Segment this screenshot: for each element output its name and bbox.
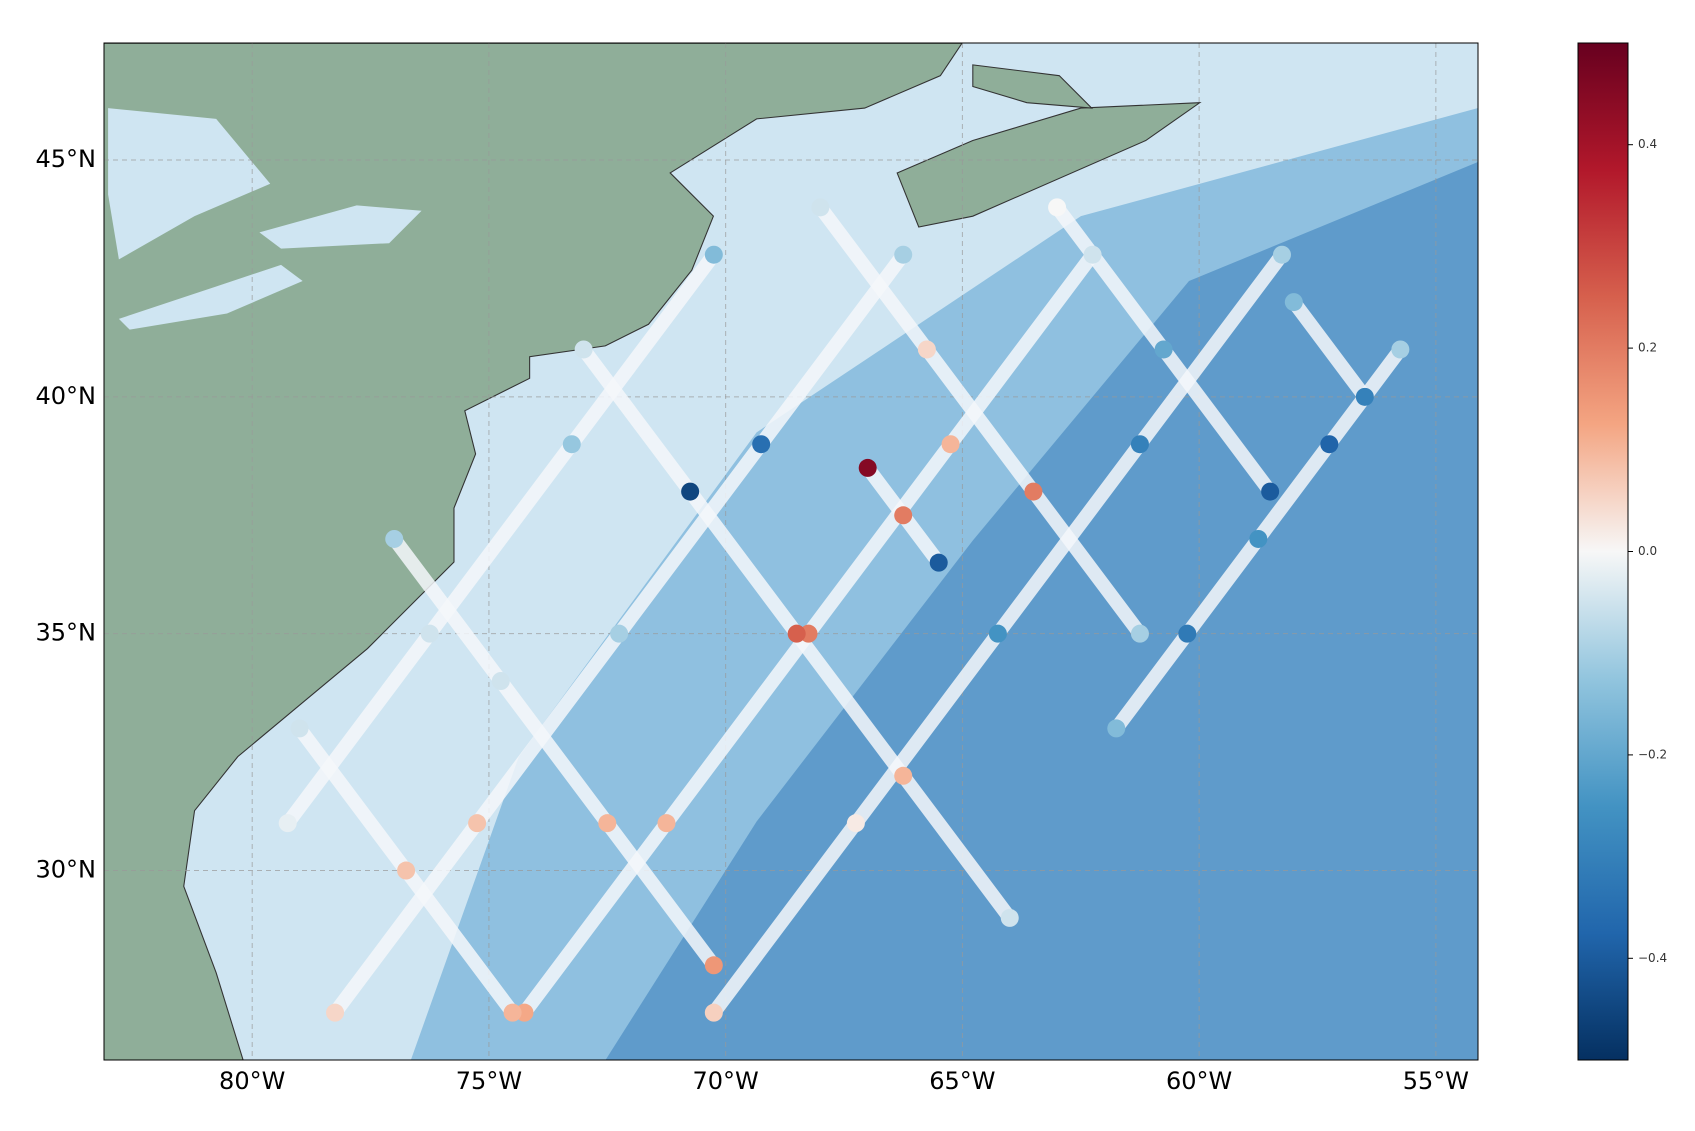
track-point xyxy=(811,198,830,217)
track-point xyxy=(657,814,676,833)
track-point xyxy=(1083,245,1102,264)
track-point xyxy=(1000,908,1019,927)
track xyxy=(280,247,721,831)
track-point xyxy=(397,861,416,880)
track-point xyxy=(562,435,581,454)
y-tick-label: 40°N xyxy=(36,382,97,410)
track-point xyxy=(326,1003,345,1022)
lake xyxy=(118,264,303,330)
track-point xyxy=(278,814,297,833)
lake xyxy=(108,108,271,260)
track-point xyxy=(1130,624,1149,643)
y-tick-label: 45°N xyxy=(36,145,97,173)
colorbar-tick-label: 0.0 xyxy=(1638,544,1657,558)
track xyxy=(1286,295,1372,404)
track-point xyxy=(385,529,404,548)
track-point xyxy=(917,340,936,359)
track-point xyxy=(988,624,1007,643)
plot-frame xyxy=(103,42,1479,1061)
track xyxy=(813,200,1147,641)
island xyxy=(972,64,1094,109)
track-point xyxy=(420,624,439,643)
x-tick-label: 65°W xyxy=(929,1067,995,1095)
track-point xyxy=(704,956,723,975)
track-point xyxy=(503,1003,522,1022)
colorbar xyxy=(1577,42,1629,1061)
track-point xyxy=(704,1003,723,1022)
track-point xyxy=(468,814,487,833)
y-tick-label: 30°N xyxy=(36,856,97,884)
track-point xyxy=(598,814,617,833)
track-point xyxy=(858,458,877,477)
track-point xyxy=(1261,482,1280,501)
colorbar-tick-label: 0.2 xyxy=(1638,341,1657,355)
x-tick-label: 80°W xyxy=(219,1067,285,1095)
track-point xyxy=(1272,245,1291,264)
x-tick-label: 55°W xyxy=(1403,1067,1469,1095)
track-point xyxy=(1355,387,1374,406)
track-point xyxy=(704,245,723,264)
track-point xyxy=(1024,482,1043,501)
track-point xyxy=(1107,719,1126,738)
colorbar-tick-label: −0.4 xyxy=(1638,951,1667,965)
x-tick-label: 60°W xyxy=(1166,1067,1232,1095)
track-point xyxy=(1154,340,1173,359)
track-point xyxy=(681,482,700,501)
track-point xyxy=(894,245,913,264)
track-point xyxy=(1320,435,1339,454)
land xyxy=(104,43,963,1060)
track-point xyxy=(941,435,960,454)
track-point xyxy=(1249,529,1268,548)
track-point xyxy=(1284,293,1303,312)
track-point xyxy=(1048,198,1067,217)
track-point xyxy=(1391,340,1410,359)
colorbar-tick-label: −0.2 xyxy=(1638,747,1667,761)
x-tick-label: 75°W xyxy=(456,1067,522,1095)
track-point xyxy=(929,553,948,572)
track-point xyxy=(894,506,913,525)
track-point xyxy=(574,340,593,359)
track xyxy=(387,531,721,973)
ocean-deep xyxy=(605,162,1478,1060)
track-point xyxy=(290,719,309,738)
lake xyxy=(259,205,422,249)
x-tick-label: 70°W xyxy=(693,1067,759,1095)
track-point xyxy=(1178,624,1197,643)
track-point xyxy=(846,814,865,833)
track-point xyxy=(894,766,913,785)
track-layer xyxy=(278,198,1410,1022)
track-point xyxy=(787,624,806,643)
track-point xyxy=(1130,435,1149,454)
colorbar-tick-label: 0.4 xyxy=(1638,137,1657,151)
nova-scotia xyxy=(896,102,1202,228)
track-point xyxy=(491,672,510,691)
y-tick-label: 35°N xyxy=(36,619,97,647)
track-point xyxy=(610,624,629,643)
track-point xyxy=(752,435,771,454)
